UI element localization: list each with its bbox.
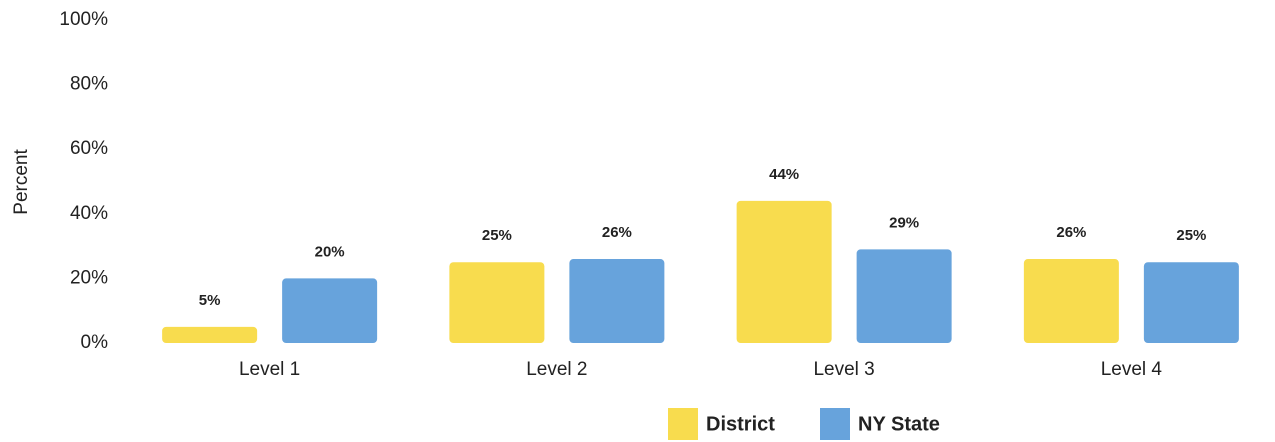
x-tick-label: Level 1 <box>239 359 300 380</box>
value-label: 20% <box>315 243 345 260</box>
y-tick-label: 20% <box>70 267 108 288</box>
bar <box>569 259 665 343</box>
value-label: 29% <box>889 214 919 231</box>
x-tick-label: Level 4 <box>1101 359 1163 380</box>
legend-label: NY State <box>858 413 940 435</box>
y-tick-label: 0% <box>81 332 109 353</box>
legend-swatch <box>820 408 850 440</box>
value-label: 25% <box>1176 227 1206 244</box>
y-tick-label: 40% <box>70 203 108 224</box>
x-tick-label: Level 3 <box>813 359 874 380</box>
bar <box>736 200 832 343</box>
legend-label: District <box>706 413 775 435</box>
value-label: 5% <box>199 292 221 309</box>
y-tick-label: 100% <box>59 9 108 30</box>
y-tick-label: 80% <box>70 74 108 95</box>
bar <box>282 278 378 343</box>
bar <box>1023 259 1119 343</box>
y-axis-title: Percent <box>11 149 32 215</box>
x-tick-label: Level 2 <box>526 359 587 380</box>
value-label: 44% <box>769 166 799 183</box>
legend-swatch <box>668 408 698 440</box>
value-label: 26% <box>602 224 632 241</box>
bar <box>162 326 258 343</box>
bar <box>856 249 952 343</box>
value-label: 26% <box>1056 224 1086 241</box>
bar <box>449 262 545 343</box>
bar <box>1143 262 1239 343</box>
value-label: 25% <box>482 227 512 244</box>
y-tick-label: 60% <box>70 138 108 159</box>
